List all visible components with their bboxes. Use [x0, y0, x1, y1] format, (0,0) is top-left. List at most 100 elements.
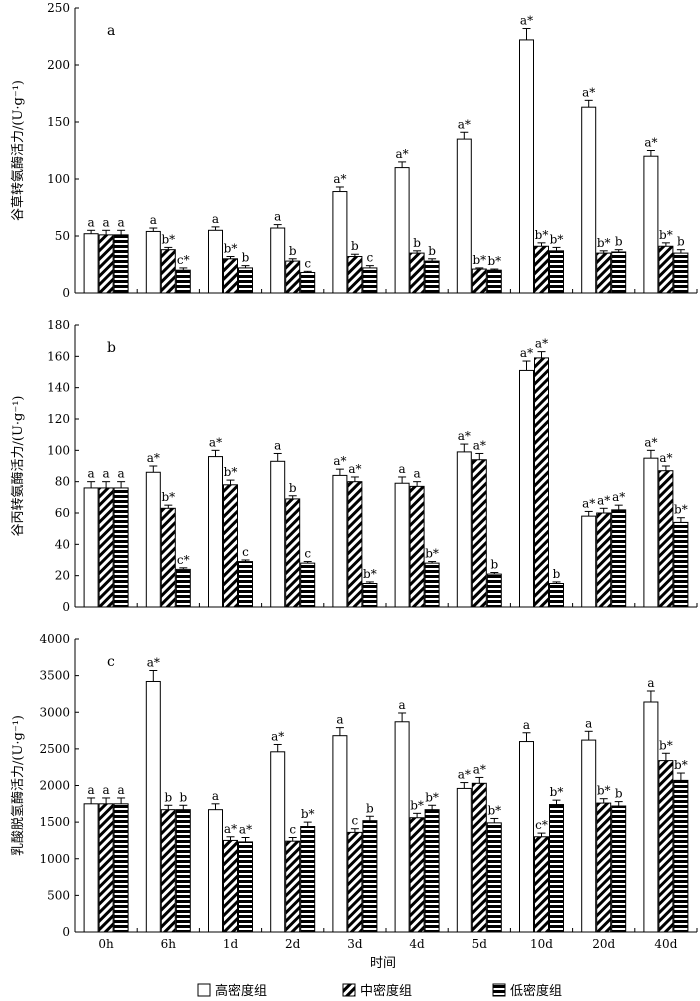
bar-significance-label: c — [367, 251, 374, 265]
y-tick-label: 150 — [47, 115, 70, 129]
y-tick-label: 40 — [55, 537, 70, 551]
bar-c-10d-s1 — [534, 836, 549, 933]
legend: 高密度组 中密度组 低密度组 — [197, 983, 562, 999]
bar-significance-label: a* — [147, 655, 160, 669]
bar-significance-label: b — [289, 244, 297, 258]
bar-significance-label: b — [164, 790, 172, 804]
bar-c-20d-s2 — [611, 805, 627, 933]
bar-significance-label: a — [103, 215, 110, 229]
bar-a-5d-s2 — [486, 269, 502, 294]
bar-significance-label: a — [336, 713, 343, 727]
bar-significance-label: a* — [612, 490, 625, 504]
bar-a-20d-s0 — [581, 106, 597, 294]
bar-significance-label: b* — [425, 790, 439, 804]
bar-significance-label: b — [615, 235, 623, 249]
bar-significance-label: b* — [659, 738, 673, 752]
bar-a-40d-s0 — [643, 155, 659, 294]
bar-significance-label: b* — [597, 784, 611, 798]
bar-a-0h-s1 — [98, 234, 114, 294]
bar-a-1d-s2 — [238, 267, 253, 294]
bar-c-1d-s2 — [238, 841, 253, 933]
bar-b-4d-s2 — [424, 562, 440, 608]
y-tick-label: 3000 — [39, 705, 70, 719]
bar-b-2d-s1 — [285, 498, 301, 608]
bar-c-2d-s0 — [270, 751, 286, 933]
panel-letter: a — [107, 23, 115, 39]
bar-significance-label: b* — [410, 798, 424, 812]
bar-significance-label: c* — [177, 553, 190, 567]
bar-a-5d-s0 — [456, 138, 472, 294]
bar-c-1d-s0 — [208, 809, 223, 933]
bar-significance-label: a — [88, 783, 95, 797]
bar-significance-label: b — [413, 236, 421, 250]
bar-b-40d-s0 — [643, 457, 659, 608]
x-tick-label: 10d — [530, 937, 553, 951]
bar-significance-label: a* — [209, 435, 222, 449]
bar-significance-label: a — [88, 467, 95, 481]
bar-significance-label: a* — [659, 451, 672, 465]
y-tick-label: 500 — [47, 888, 70, 902]
bar-a-6h-s0 — [145, 230, 161, 294]
bar-significance-label: b — [677, 235, 685, 249]
bar-significance-label: a — [212, 212, 219, 226]
y-tick-label: 250 — [47, 1, 70, 15]
y-tick-label: 50 — [55, 229, 70, 243]
y-tick-label: 3500 — [39, 669, 70, 683]
panel-c: 0 500 1000 1500 2000 2500 3000 3500 4000 乳酸脱氢酶活力/… — [10, 632, 698, 939]
y-tick-label: 0 — [62, 286, 70, 300]
y-tick-label: 2000 — [39, 779, 70, 793]
y-axis-title: 乳酸脱氢酶活力/(U·g⁻¹) — [10, 715, 26, 856]
bar-significance-label: a* — [147, 451, 160, 465]
bar-b-20d-s1 — [596, 512, 612, 608]
y-tick-label: 140 — [47, 381, 70, 395]
bar-a-4d-s0 — [394, 167, 410, 294]
bar-a-3d-s0 — [332, 191, 348, 294]
bar-a-4d-s1 — [409, 252, 425, 294]
bar-c-6h-s1 — [160, 809, 176, 933]
bar-significance-label: b — [351, 239, 359, 253]
bar-b-40d-s1 — [658, 470, 674, 608]
x-tick-label: 6h — [161, 937, 177, 951]
bar-significance-label: b — [289, 481, 297, 495]
bar-significance-label: b* — [550, 785, 564, 799]
bar-significance-label: b* — [161, 232, 175, 246]
legend-label: 低密度组 — [510, 983, 562, 999]
bar-c-1d-s1 — [223, 839, 238, 933]
x-axis-title: 时间 — [370, 956, 396, 971]
bar-significance-label: b* — [535, 228, 549, 242]
bar-c-6h-s0 — [145, 680, 161, 933]
bar-c-10d-s0 — [519, 741, 534, 933]
bar-b-20d-s2 — [611, 509, 627, 608]
bar-significance-label: c* — [177, 253, 190, 267]
bar-significance-label: a* — [458, 768, 471, 782]
bar-c-3d-s2 — [362, 820, 378, 933]
bar-c-20d-s1 — [596, 802, 612, 933]
y-tick-label: 0 — [62, 925, 70, 939]
bar-significance-label: a — [118, 467, 125, 481]
bar-c-5d-s0 — [456, 787, 472, 933]
y-tick-label: 160 — [47, 349, 70, 363]
y-tick-label: 2500 — [39, 742, 70, 756]
bar-a-40d-s1 — [658, 245, 674, 294]
bar-significance-label: a — [103, 467, 110, 481]
bar-a-0h-s0 — [83, 233, 99, 294]
bar-significance-label: a — [399, 462, 406, 476]
bar-c-40d-s0 — [643, 701, 659, 933]
bar-a-3d-s1 — [347, 256, 363, 294]
bar-b-4d-s0 — [394, 482, 410, 608]
legend-swatch — [492, 983, 506, 997]
bar-significance-label: a* — [644, 136, 657, 150]
y-tick-label: 100 — [47, 172, 70, 186]
bar-significance-label: a — [88, 215, 95, 229]
bar-significance-label: a* — [582, 85, 595, 99]
bar-c-10d-s2 — [549, 804, 564, 933]
bar-significance-label: a* — [597, 493, 610, 507]
bar-a-4d-s2 — [424, 260, 440, 294]
bar-significance-label: b* — [301, 807, 315, 821]
x-tick-label: 3d — [347, 937, 363, 951]
bar-b-5d-s0 — [456, 451, 472, 608]
bar-significance-label: b* — [363, 567, 377, 581]
bar-b-10d-s2 — [549, 583, 564, 608]
